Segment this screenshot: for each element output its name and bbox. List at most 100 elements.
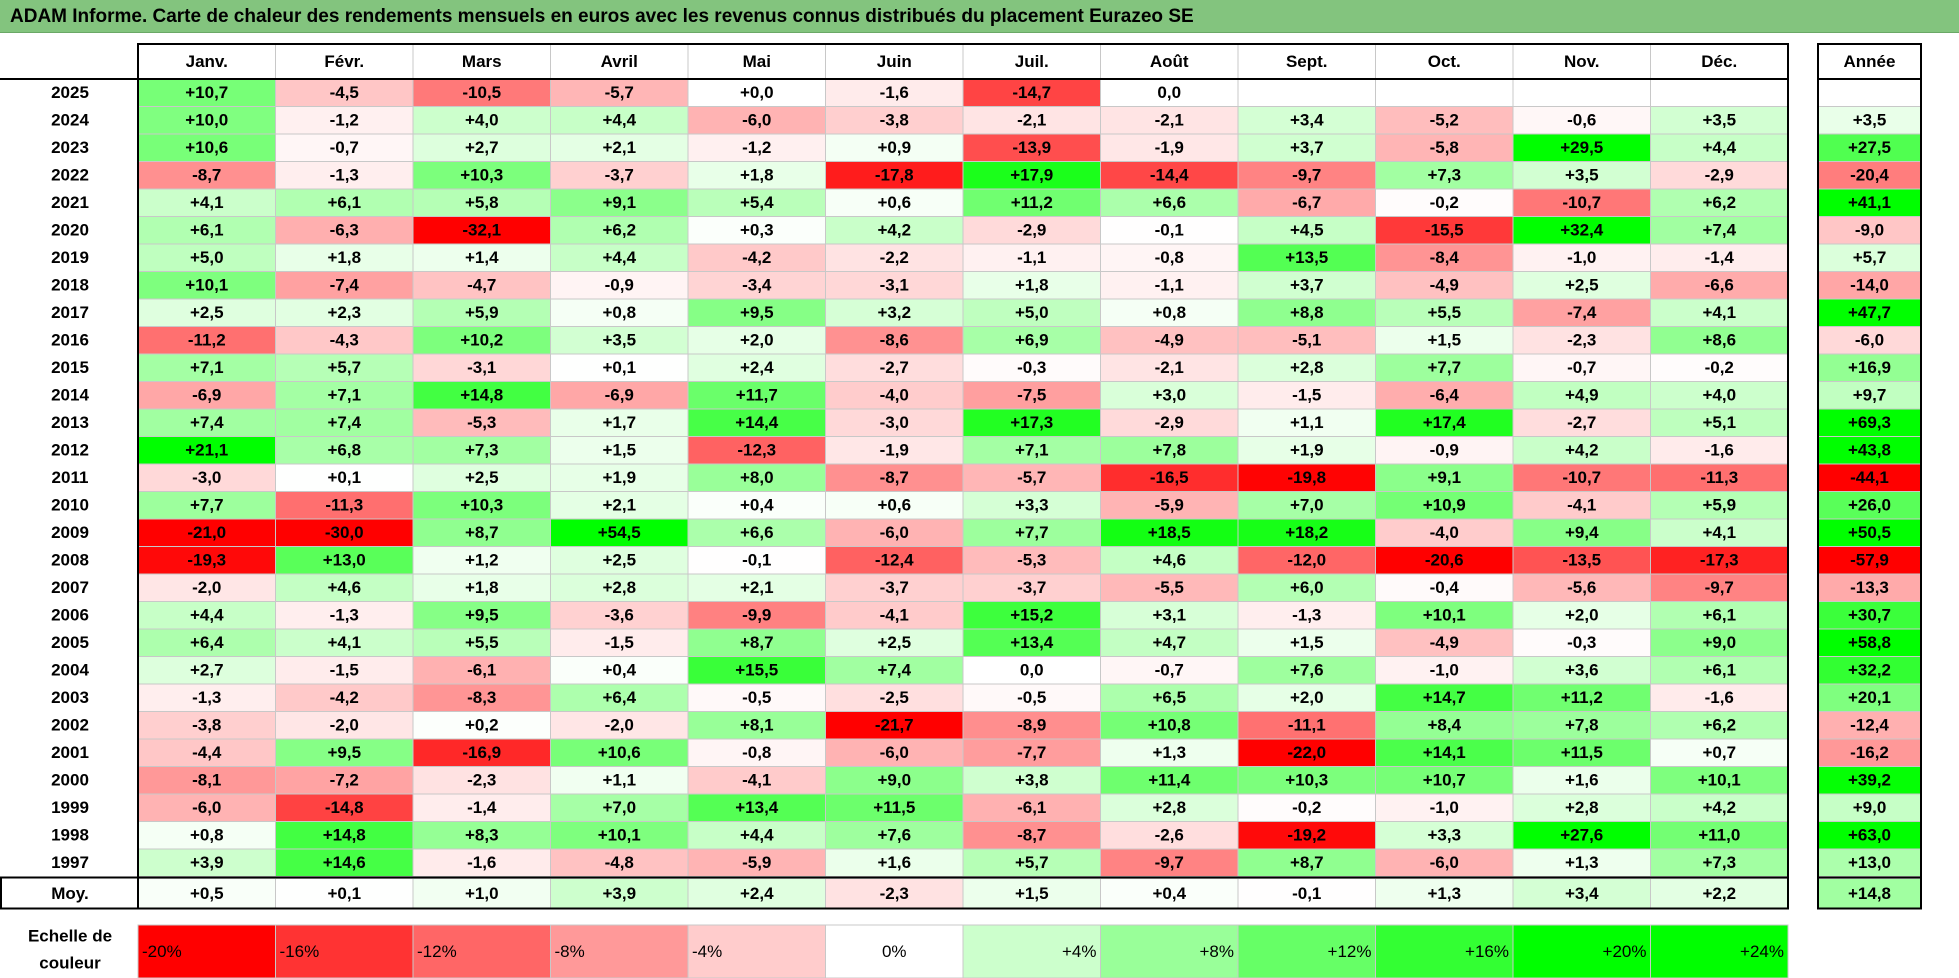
cell-value: -1,1 — [1155, 276, 1184, 295]
heatmap-cell — [962, 161, 1101, 190]
heatmap-cell — [1237, 573, 1376, 602]
heatmap-cell — [825, 326, 964, 355]
heatmap-cell — [1100, 848, 1239, 877]
year-total-value: +26,0 — [1848, 496, 1891, 515]
heatmap-cell — [1650, 491, 1789, 520]
heatmap-cell — [1237, 353, 1376, 382]
heatmap-cell — [825, 601, 964, 630]
row-year-label: 2022 — [51, 166, 89, 185]
heatmap-cell — [962, 711, 1101, 740]
row-year-label: 1999 — [51, 798, 89, 817]
cell-value: +7,4 — [1702, 221, 1736, 240]
heatmap-cell — [412, 216, 551, 245]
cell-value: -2,5 — [880, 688, 909, 707]
cell-value: +5,1 — [1702, 413, 1736, 432]
column-header-label: Déc. — [1701, 52, 1737, 71]
heatmap-cell — [1650, 793, 1789, 822]
heatmap-cell — [962, 188, 1101, 217]
heatmap-cell — [825, 106, 964, 135]
cell-value: +7,3 — [1702, 853, 1736, 872]
cell-value: +7,6 — [877, 826, 911, 845]
cell-value: -2,1 — [1017, 111, 1046, 130]
heatmap-cell — [550, 436, 689, 465]
heatmap-cell — [1375, 381, 1514, 410]
heatmap-cell — [275, 601, 414, 630]
heatmap-cell — [1100, 78, 1239, 107]
cell-value: +17,9 — [1010, 166, 1053, 185]
scale-swatch — [412, 924, 551, 978]
year-total-value: -44,1 — [1850, 468, 1889, 487]
cell-value: +4,1 — [1702, 523, 1736, 542]
heatmap-cell — [687, 298, 826, 327]
cell-value: -0,2 — [1292, 798, 1321, 817]
heatmap-cell — [825, 78, 964, 107]
cell-value: -0,5 — [742, 688, 771, 707]
heatmap-cell — [1512, 436, 1651, 465]
row-year-label: 2014 — [51, 386, 89, 405]
cell-value: +8,6 — [1702, 331, 1736, 350]
cell-value: -1,4 — [467, 798, 497, 817]
heatmap-cell — [687, 78, 826, 107]
heatmap-cell — [1375, 216, 1514, 245]
average-value: +2,2 — [1702, 884, 1736, 903]
cell-value: +9,0 — [1702, 633, 1736, 652]
average-value: +1,5 — [1015, 884, 1049, 903]
cell-value: +4,7 — [1152, 633, 1186, 652]
heatmap-cell — [1650, 656, 1789, 685]
cell-value: +32,4 — [1560, 221, 1604, 240]
heatmap-cell — [1512, 546, 1651, 575]
year-total-cell — [1817, 216, 1922, 245]
average-year-cell — [1817, 878, 1922, 909]
cell-value: +1,8 — [1015, 276, 1049, 295]
heatmap-cell — [550, 106, 689, 135]
cell-value: -0,3 — [1017, 358, 1046, 377]
cell-value: +7,7 — [190, 496, 224, 515]
cell-value: -12,0 — [1287, 551, 1326, 570]
heatmap-cell — [1512, 298, 1651, 327]
cell-value: -1,1 — [1017, 248, 1046, 267]
heatmap-cell — [1650, 243, 1789, 272]
cell-value: -0,9 — [1430, 441, 1459, 460]
cell-value: -1,3 — [1292, 606, 1321, 625]
cell-value: +6,4 — [602, 688, 636, 707]
scale-tick-label: -20% — [142, 942, 182, 961]
average-cell — [962, 878, 1101, 909]
cell-value: +6,1 — [1702, 661, 1736, 680]
heatmap-cell — [412, 573, 551, 602]
cell-value: +5,4 — [740, 193, 774, 212]
heatmap-cell — [412, 821, 551, 850]
cell-value: +0,6 — [877, 496, 911, 515]
heatmap-cell — [550, 518, 689, 547]
cell-value: +10,6 — [185, 138, 228, 157]
cell-value: -2,0 — [192, 578, 221, 597]
heatmap-cell — [825, 298, 964, 327]
cell-value: +2,1 — [602, 138, 636, 157]
year-header-label: Année — [1844, 52, 1896, 71]
column-header-label: Août — [1150, 52, 1189, 71]
column-header-label: Juil. — [1015, 52, 1049, 71]
cell-value: -13,5 — [1562, 551, 1601, 570]
row-year-label: 2010 — [51, 496, 89, 515]
heatmap-cell — [412, 848, 551, 877]
cell-value: +9,5 — [327, 743, 361, 762]
cell-value: +2,5 — [465, 468, 499, 487]
scale-tick-label: -8% — [555, 942, 585, 961]
cell-value: -12,4 — [875, 551, 914, 570]
year-total-value: +9,0 — [1853, 798, 1887, 817]
row-year-label: 2002 — [51, 716, 89, 735]
cell-value: -1,6 — [1705, 688, 1734, 707]
cell-value: -9,9 — [742, 606, 771, 625]
heatmap-cell — [1237, 216, 1376, 245]
cell-value: +6,2 — [1702, 716, 1736, 735]
row-year-label: 2012 — [51, 441, 89, 460]
cell-value: -30,0 — [325, 523, 364, 542]
heatmap-cell — [825, 161, 964, 190]
column-header-label: Avril — [601, 52, 638, 71]
cell-value: -3,7 — [605, 166, 634, 185]
cell-value: +2,8 — [1290, 358, 1324, 377]
heatmap-cell — [825, 766, 964, 795]
cell-value: +6,1 — [327, 193, 361, 212]
heatmap-cell — [1100, 491, 1239, 520]
heatmap-cell — [550, 491, 689, 520]
heatmap-cell — [1650, 601, 1789, 630]
